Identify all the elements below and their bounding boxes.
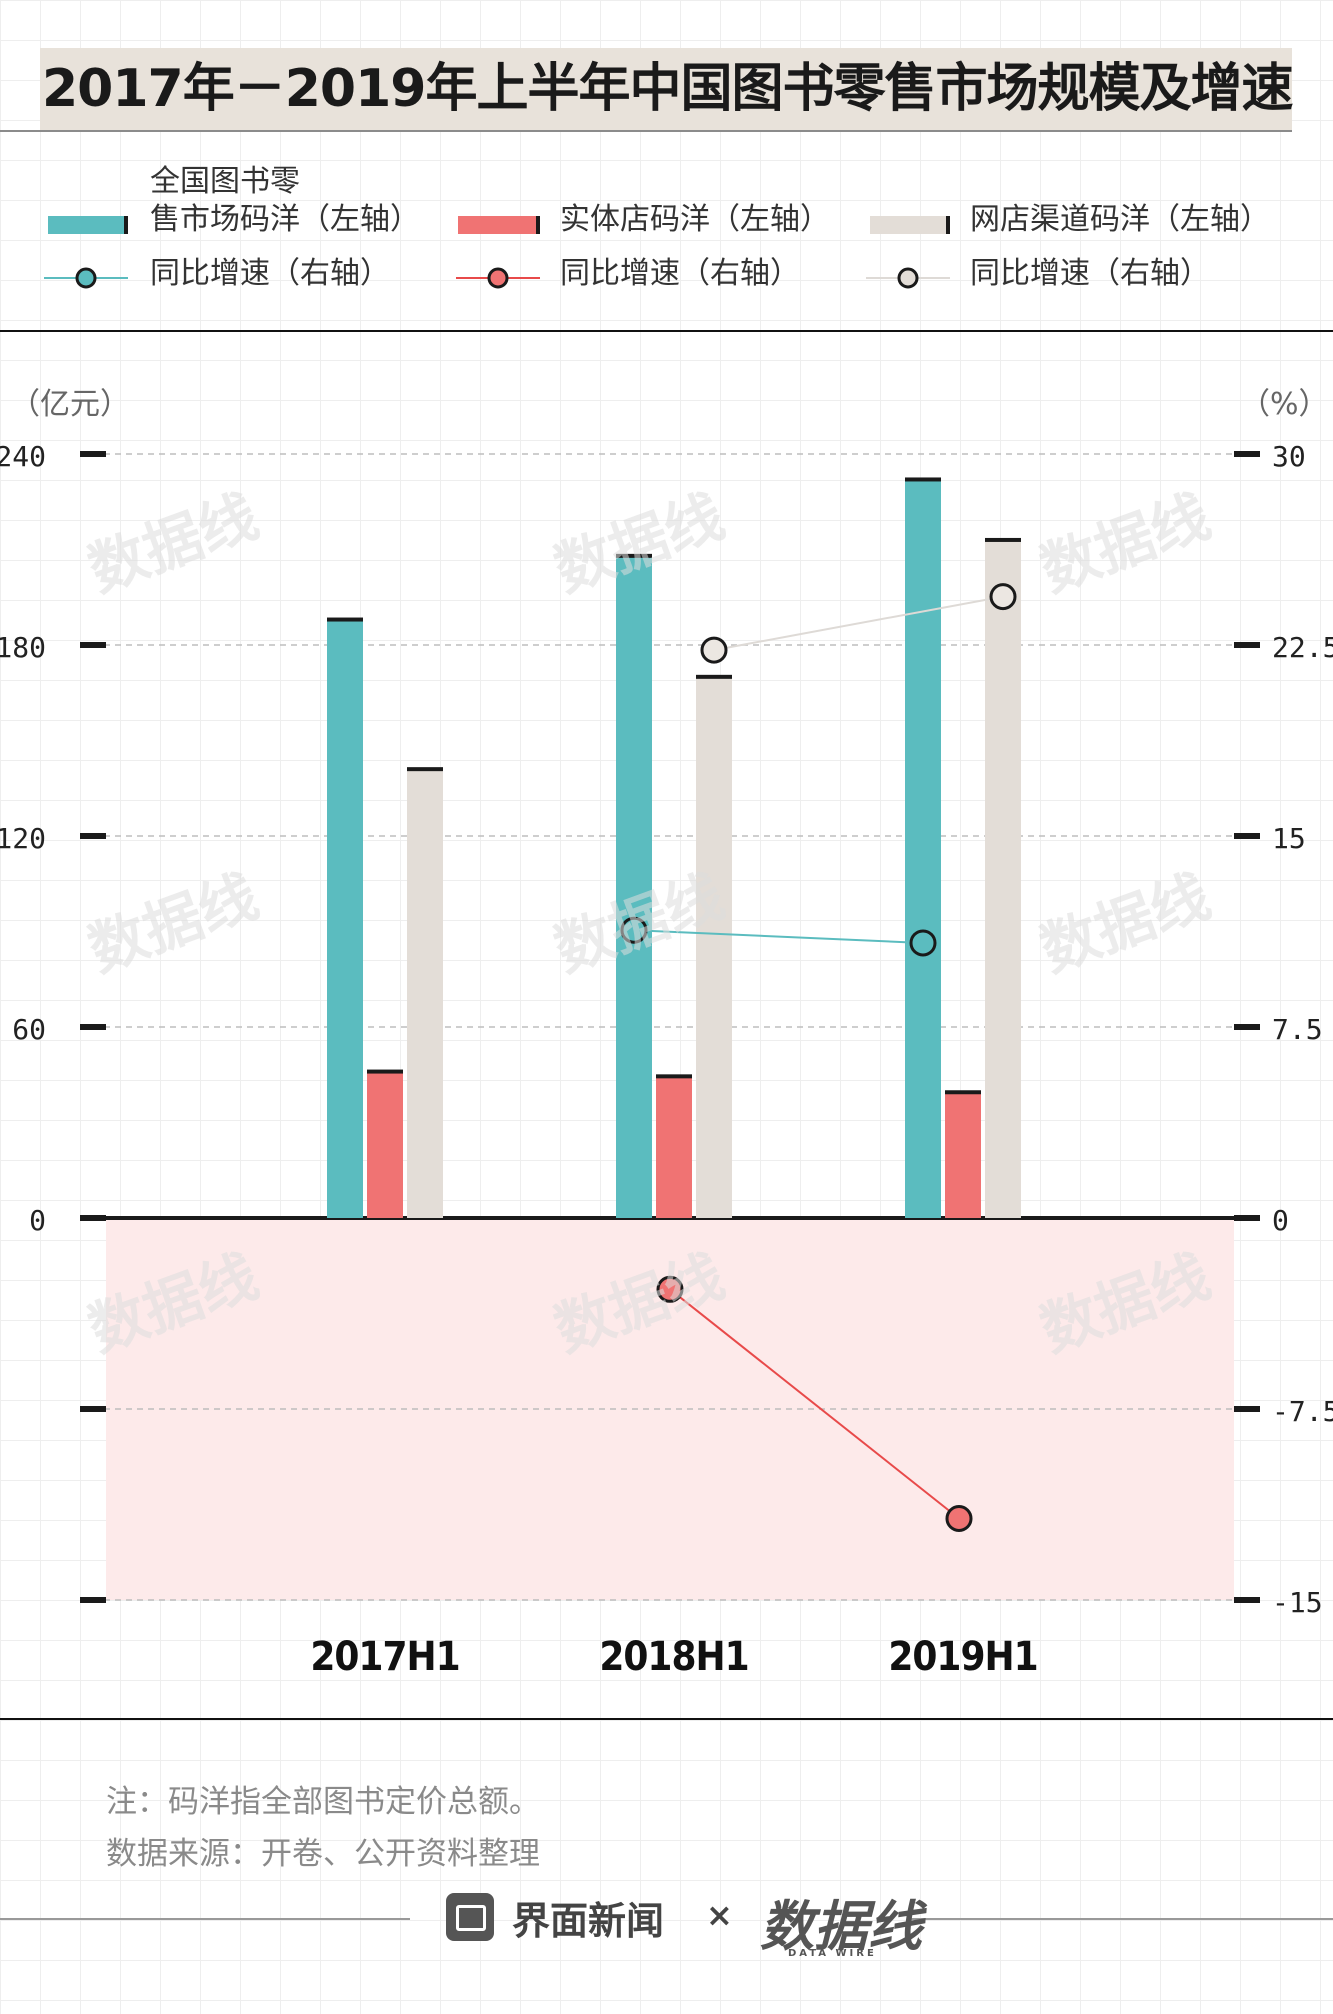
footer-rule-left: [0, 1918, 410, 1920]
right-tick-mark: [1234, 1597, 1260, 1603]
note-text: 注：码洋指全部图书定价总额。: [106, 1784, 540, 1820]
bar-cap: [696, 674, 732, 679]
watermark: 数据线: [80, 481, 267, 604]
legend-swatch-cap: [124, 216, 128, 234]
source-text: 数据来源：开卷、公开资料整理: [106, 1836, 540, 1872]
bar-store: [945, 1092, 981, 1218]
bar-cap: [407, 767, 443, 772]
right-tick-label: 30: [1272, 440, 1306, 473]
right-tick-label: 0: [1272, 1204, 1289, 1237]
category-label: 2017H1: [310, 1634, 459, 1680]
right-tick-label: 15: [1272, 822, 1306, 855]
watermark: 数据线: [1032, 481, 1219, 604]
bar-cap: [616, 553, 652, 558]
bar-cap: [905, 477, 941, 482]
footer-watermark-logo: 数据线: [760, 1894, 922, 1958]
legend-line-store: [456, 267, 540, 289]
title-divider: [0, 130, 1292, 132]
right-axis-unit: （%）: [1240, 387, 1329, 422]
legend-swatch-cap: [946, 216, 950, 234]
growth-point-beige: [700, 636, 728, 664]
legend-label-online: 网店渠道码洋（左轴）: [970, 202, 1270, 237]
category-label: 2019H1: [888, 1634, 1037, 1680]
growth-line-teal: [633, 929, 924, 944]
growth-line-beige: [713, 595, 1004, 652]
growth-point-red: [656, 1275, 684, 1303]
legend-divider: [0, 330, 1333, 332]
bar-online: [985, 539, 1021, 1218]
bar-cap: [656, 1074, 692, 1079]
bar-cap: [945, 1090, 981, 1095]
legend-label-total-1: 全国图书零: [150, 164, 300, 199]
growth-point-beige: [989, 583, 1017, 611]
right-tick-mark: [1234, 1406, 1260, 1412]
bar-online: [407, 769, 443, 1218]
legend-label-total-2: 售市场码洋（左轴）: [150, 202, 420, 237]
left-tick-mark: [80, 1597, 106, 1603]
bar-online: [696, 676, 732, 1218]
chart-title: 2017年－2019年上半年中国图书零售市场规模及增速: [40, 48, 1293, 130]
left-tick-mark: [80, 642, 106, 648]
brand-name: 界面新闻: [512, 1899, 665, 1943]
growth-point-red: [945, 1505, 973, 1533]
legend-label-growth-total: 同比增速（右轴）: [150, 256, 390, 291]
right-tick-mark: [1234, 833, 1260, 839]
footer-rule-right: [908, 1918, 1333, 1920]
left-tick-mark: [80, 451, 106, 457]
left-tick-label: 60: [12, 1013, 46, 1046]
bar-store: [656, 1076, 692, 1218]
legend-label-growth-online: 同比增速（右轴）: [970, 256, 1210, 291]
footer-watermark-sub: DATA WIRE: [788, 1948, 877, 1959]
bar-cap: [327, 617, 363, 622]
left-tick-label: 180: [0, 631, 46, 664]
left-tick-label: 0: [29, 1204, 46, 1237]
bar-store: [367, 1071, 403, 1218]
bar-total: [327, 619, 363, 1218]
left-tick-label: 120: [0, 822, 46, 855]
growth-line-red: [669, 1288, 960, 1520]
legend: 全国图书零 售市场码洋（左轴） 实体店码洋（左轴） 网店渠道码洋（左轴） 同比增…: [0, 150, 1333, 330]
legend-label-growth-store: 同比增速（右轴）: [560, 256, 800, 291]
legend-line-online: [866, 267, 950, 289]
left-tick-mark: [80, 1406, 106, 1412]
left-tick-mark: [80, 833, 106, 839]
watermark: 数据线: [1032, 861, 1219, 984]
chart-divider: [0, 1718, 1333, 1720]
right-tick-mark: [1234, 451, 1260, 457]
right-tick-label: -15: [1272, 1586, 1323, 1619]
legend-swatch-online: [870, 216, 950, 234]
left-axis-unit: （亿元）: [10, 387, 130, 422]
times-sign: ×: [706, 1896, 733, 1934]
bar-cap: [985, 537, 1021, 542]
right-tick-label: -7.5: [1272, 1395, 1333, 1428]
right-tick-mark: [1234, 1024, 1260, 1030]
legend-line-total: [44, 267, 128, 289]
growth-point-teal: [909, 929, 937, 957]
legend-swatch-cap: [536, 216, 540, 234]
chart-area: （亿元） （%） 240 30 180 22.5 120 15 60 7.5 0 0 -7.5 -15 20…: [0, 387, 1333, 1680]
right-tick-label: 22.5: [1272, 631, 1333, 664]
left-tick-label: 240: [0, 440, 46, 473]
legend-label-store: 实体店码洋（左轴）: [560, 202, 830, 237]
watermark: 数据线: [80, 861, 267, 984]
legend-swatch-total: [48, 216, 126, 234]
right-tick-mark: [1234, 642, 1260, 648]
bar-cap: [367, 1069, 403, 1074]
brand-logo-icon: [446, 1893, 494, 1941]
legend-swatch-store: [458, 216, 538, 234]
right-tick-label: 7.5: [1272, 1013, 1323, 1046]
category-label: 2018H1: [599, 1634, 748, 1680]
left-tick-mark: [80, 1024, 106, 1030]
bar-total: [616, 555, 652, 1218]
bar-total: [905, 479, 941, 1218]
growth-point-teal: [620, 916, 648, 944]
